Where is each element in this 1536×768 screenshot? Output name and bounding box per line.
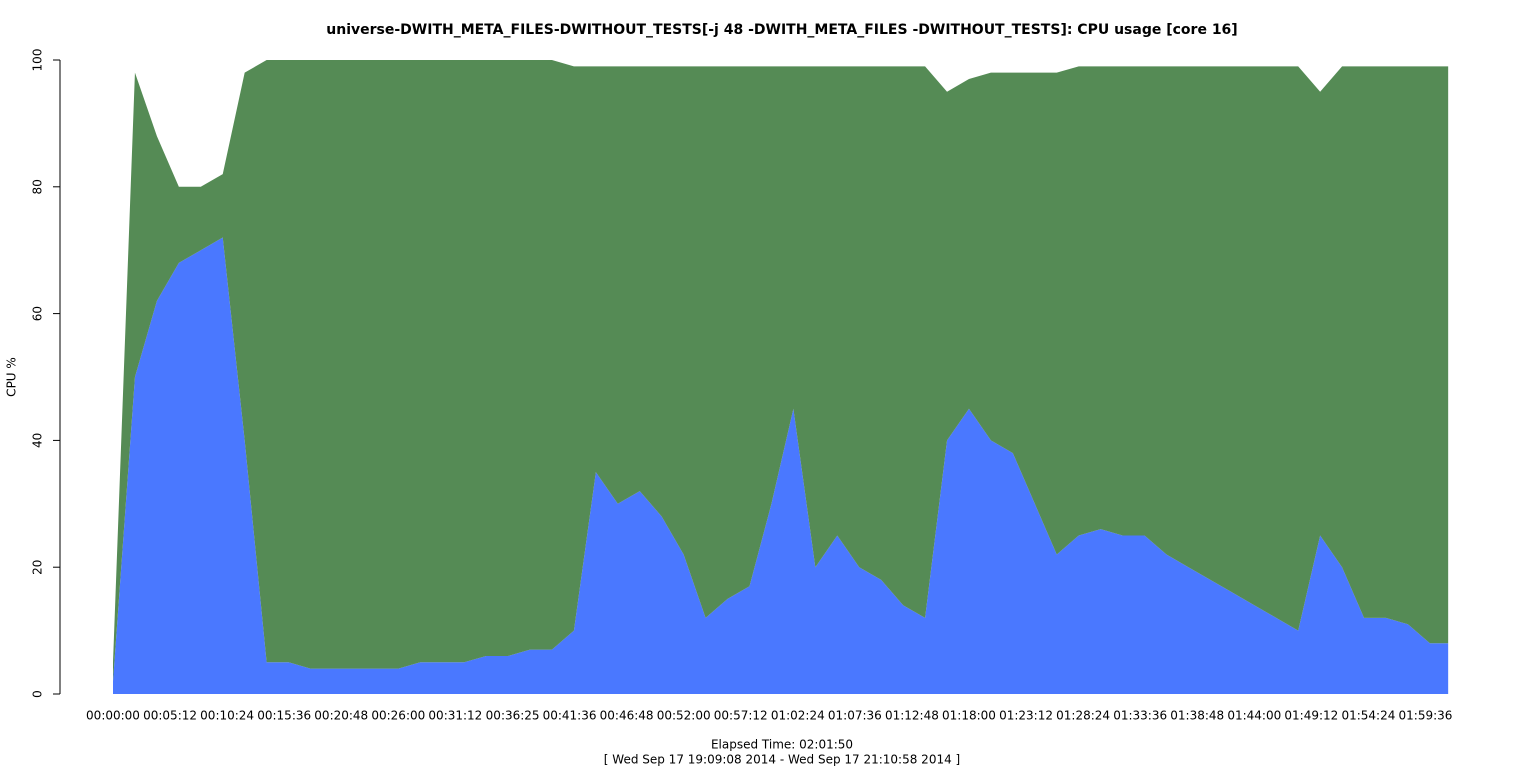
y-tick-label: 80 <box>31 179 45 194</box>
y-tick-label: 40 <box>31 433 45 448</box>
x-tick-label: 01:23:12 <box>999 709 1053 723</box>
y-tick-label: 20 <box>31 560 45 575</box>
x-tick-label: 00:52:00 <box>657 709 711 723</box>
y-tick-label: 0 <box>31 690 45 698</box>
x-tick-label: 01:54:24 <box>1341 709 1395 723</box>
x-tick-label: 00:00:00 <box>86 709 140 723</box>
x-tick-label: 00:36:25 <box>486 709 540 723</box>
x-tick-label: 01:28:24 <box>1056 709 1110 723</box>
x-tick-label: 01:12:48 <box>885 709 939 723</box>
y-tick-label: 60 <box>31 306 45 321</box>
x-axis-label: Elapsed Time: 02:01:50 <box>711 738 853 752</box>
chart-title: universe-DWITH_META_FILES-DWITHOUT_TESTS… <box>326 22 1237 38</box>
x-tick-label: 00:31:12 <box>428 709 482 723</box>
area <box>113 60 1449 682</box>
x-tick-label: 00:26:00 <box>371 709 425 723</box>
y-axis-label: CPU % <box>5 357 19 397</box>
x-tick-label: 01:44:00 <box>1227 709 1281 723</box>
area <box>113 237 1449 694</box>
x-tick-label: 00:41:36 <box>543 709 597 723</box>
x-tick-label: 01:49:12 <box>1284 709 1338 723</box>
x-tick-label: 01:38:48 <box>1170 709 1224 723</box>
x-tick-label: 01:18:00 <box>942 709 996 723</box>
x-tick-label: 01:07:36 <box>828 709 882 723</box>
x-tick-label: 00:05:12 <box>143 709 197 723</box>
x-tick-label: 00:20:48 <box>314 709 368 723</box>
x-tick-label: 01:33:36 <box>1113 709 1167 723</box>
x-tick-label: 01:02:24 <box>771 709 825 723</box>
caption: [ Wed Sep 17 19:09:08 2014 - Wed Sep 17 … <box>604 753 960 767</box>
x-tick-label: 01:59:36 <box>1399 709 1453 723</box>
x-tick-label: 00:10:24 <box>200 709 254 723</box>
x-tick-label: 00:46:48 <box>600 709 654 723</box>
x-tick-label: 00:57:12 <box>714 709 768 723</box>
x-tick-label: 00:15:36 <box>257 709 311 723</box>
y-tick-label: 100 <box>31 49 45 72</box>
